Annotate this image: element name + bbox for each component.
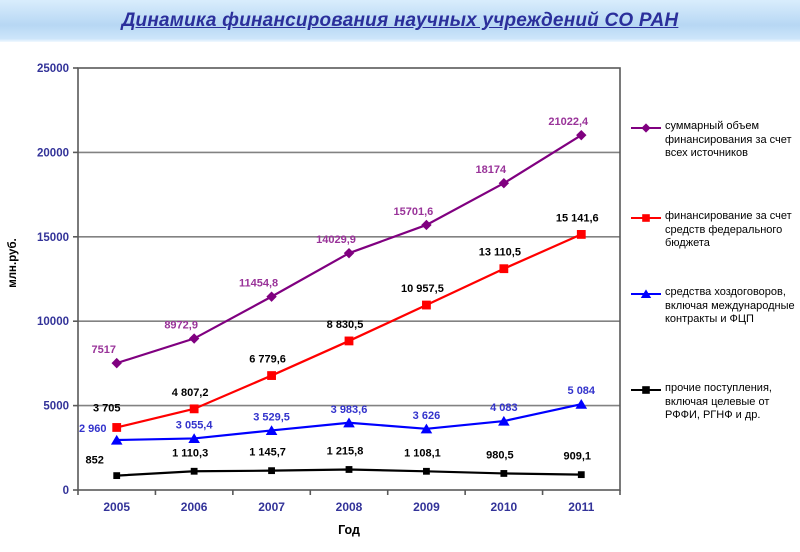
data-label: 980,5 xyxy=(486,449,514,461)
data-point-marker xyxy=(267,371,276,380)
legend-label-federal: финансирование за счет средств федеральн… xyxy=(665,210,792,249)
data-point-marker xyxy=(188,333,200,344)
data-point-marker xyxy=(111,357,122,369)
data-label: 21022,4 xyxy=(548,116,589,128)
data-point-marker xyxy=(188,433,200,444)
data-label: 1 110,3 xyxy=(172,447,208,459)
x-tick-label: 2008 xyxy=(336,500,363,514)
data-point-marker xyxy=(498,415,510,426)
data-label: 13 110,5 xyxy=(479,247,521,259)
data-point-marker xyxy=(642,386,650,394)
data-label: 10 957,5 xyxy=(401,283,444,295)
data-point-marker xyxy=(343,417,355,428)
data-label: 15 141,6 xyxy=(556,212,599,224)
series-2: 2 960 3 055,4 3 529,5 3 983,6 3 626 4 083 5 08… xyxy=(79,385,596,445)
x-axis-title: Год xyxy=(338,523,360,537)
legend-item-federal: финансирование за счет средств федеральн… xyxy=(630,210,798,251)
data-label: 5 084 xyxy=(568,385,596,397)
data-point-marker xyxy=(500,470,508,477)
data-label: 909,1 xyxy=(564,451,592,463)
data-point-marker xyxy=(266,291,277,302)
y-tick-label: 5000 xyxy=(43,401,69,413)
legend-label-contracts: средства хоздоговоров, включая междунаро… xyxy=(665,286,795,325)
data-point-marker xyxy=(499,264,509,274)
data-label: 3 705 xyxy=(93,402,121,414)
data-label: 14029,9 xyxy=(316,234,356,246)
x-tick-label: 2011 xyxy=(568,500,594,514)
data-point-marker xyxy=(344,336,354,346)
data-point-marker xyxy=(576,129,587,141)
legend-item-contracts: средства хоздоговоров, включая междунаро… xyxy=(630,286,798,327)
series-1: 3 705 4 807,2 6 779,6 8 830,5 10 957,5 13 110… xyxy=(93,212,599,432)
data-label: 3 529,5 xyxy=(253,411,290,423)
y-tick-label: 20000 xyxy=(37,147,69,159)
data-point-marker xyxy=(112,423,122,432)
y-axis-title: млн.руб. xyxy=(7,238,19,288)
data-point-marker xyxy=(343,247,355,259)
data-point-marker xyxy=(345,466,353,473)
data-point-marker xyxy=(642,214,650,222)
data-label: 4 083 xyxy=(490,402,518,414)
legend-label-other: прочие поступления, включая целевые от Р… xyxy=(665,382,772,421)
data-point-marker xyxy=(575,398,588,409)
legend-item-total: суммарный объем финансирования за счет в… xyxy=(630,120,798,161)
data-label: 7517 xyxy=(91,344,115,356)
data-point-marker xyxy=(110,434,123,445)
legend-square-marker-icon xyxy=(631,214,661,222)
data-label: 18174 xyxy=(476,164,507,176)
data-label: 4 807,2 xyxy=(172,387,209,399)
chart-title: Динамика финансирования научных учрежден… xyxy=(121,10,679,31)
data-label: 1 108,1 xyxy=(404,447,441,459)
legend-diamond-marker-icon xyxy=(631,123,661,133)
data-point-marker xyxy=(423,467,430,475)
data-label: 15701,6 xyxy=(394,206,434,218)
data-point-marker xyxy=(577,471,585,479)
x-tick-label: 2006 xyxy=(181,500,208,514)
data-point-marker xyxy=(113,472,121,480)
data-point-marker xyxy=(576,230,586,239)
data-point-marker xyxy=(265,425,278,436)
data-label: 852 xyxy=(86,455,104,467)
data-label: 8 830,5 xyxy=(327,319,364,331)
data-label: 11454,8 xyxy=(239,278,278,290)
data-label: 3 626 xyxy=(413,410,441,422)
y-tick-label: 10000 xyxy=(37,316,69,328)
data-point-marker xyxy=(189,404,199,414)
data-label: 1 145,7 xyxy=(249,447,286,459)
y-tick-label: 15000 xyxy=(37,232,69,244)
data-point-marker xyxy=(421,219,432,231)
plot-area-border xyxy=(77,67,621,491)
y-tick-label: 25000 xyxy=(37,63,69,75)
x-tick-label: 2005 xyxy=(103,500,130,514)
data-label: 3 983,6 xyxy=(331,404,368,416)
title-band: Динамика финансирования научных учрежден… xyxy=(0,0,800,42)
y-tick-label: 0 xyxy=(63,485,69,497)
x-tick-label: 2009 xyxy=(413,500,440,514)
x-tick-label: 2007 xyxy=(258,500,285,514)
legend-item-other: прочие поступления, включая целевые от Р… xyxy=(630,382,798,423)
data-point-marker xyxy=(422,300,431,310)
data-point-marker xyxy=(420,423,433,434)
data-point-marker xyxy=(641,123,651,133)
data-label: 3 055,4 xyxy=(176,419,214,431)
data-point-marker xyxy=(498,178,510,189)
data-label: 2 960 xyxy=(79,423,107,435)
data-point-marker xyxy=(268,467,275,475)
data-label: 8972,9 xyxy=(164,320,198,332)
data-point-marker xyxy=(190,467,198,475)
data-point-marker xyxy=(640,289,652,298)
series-3: 852 1 110,3 1 145,7 1 215,8 1 108,1 980,5 909,… xyxy=(86,445,592,480)
legend-triangle-marker-icon xyxy=(631,289,661,298)
x-tick-label: 2010 xyxy=(491,500,518,514)
data-label: 1 215,8 xyxy=(327,445,364,457)
legend-label-total: суммарный объем финансирования за счет в… xyxy=(665,120,792,159)
chart-legend: суммарный объем финансирования за счет в… xyxy=(630,0,798,552)
data-label: 6 779,6 xyxy=(249,354,286,366)
legend-square-marker-icon xyxy=(631,386,661,394)
series-0: 7517 8972,9 11454,8 14029,9 15701,6 18174 2102… xyxy=(91,116,589,369)
